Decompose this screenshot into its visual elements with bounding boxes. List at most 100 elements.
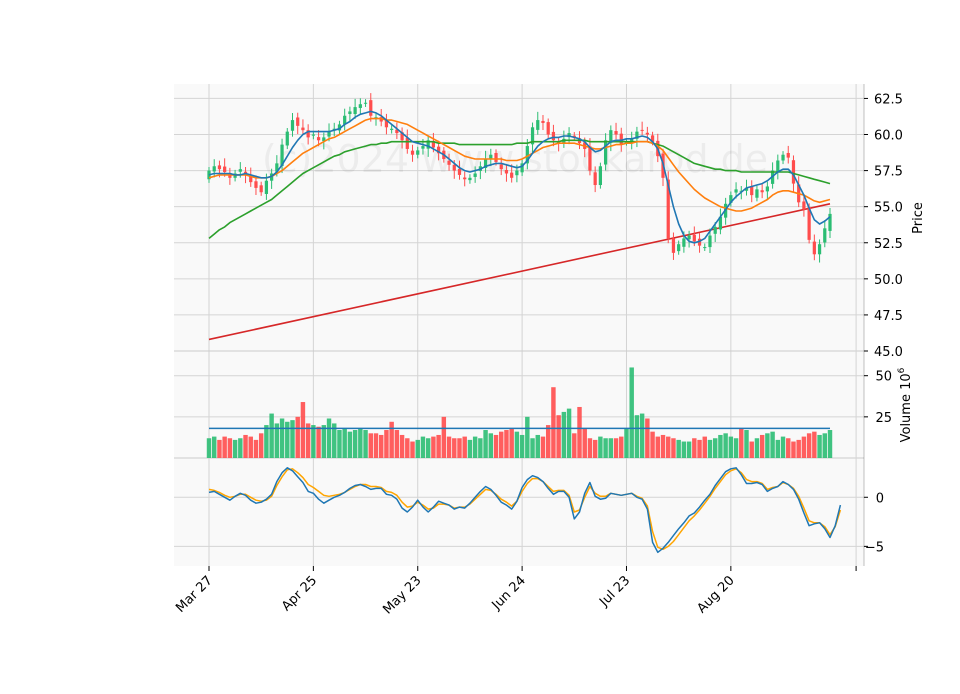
volume-bar — [566, 408, 572, 458]
volume-bar — [279, 418, 285, 458]
volume-bar — [530, 438, 535, 458]
volume-bar — [728, 436, 734, 458]
volume-bar — [692, 438, 697, 458]
x-tick-label: Mar 27 — [173, 573, 216, 616]
volume-bar — [452, 438, 457, 458]
candle-body — [614, 131, 618, 135]
volume-bar — [509, 428, 514, 458]
volume-bar — [431, 436, 436, 458]
candle-body — [358, 104, 362, 108]
candle-body — [546, 122, 550, 135]
price-tick-label: 45.0 — [874, 345, 903, 360]
candle-body — [369, 100, 373, 116]
volume-bar — [488, 433, 494, 458]
candle-body — [781, 154, 785, 161]
candle-body — [703, 247, 707, 249]
volume-bar — [217, 439, 222, 458]
candle-body — [729, 195, 733, 203]
volume-bar — [754, 438, 760, 458]
price-tick-label: 62.5 — [874, 92, 903, 107]
volume-bar — [305, 423, 311, 458]
candle-body — [812, 241, 816, 255]
candle-body — [671, 238, 676, 253]
volume-bar — [337, 430, 342, 458]
volume-bar — [645, 418, 650, 458]
volume-bar — [285, 421, 290, 458]
candle-body — [692, 234, 696, 242]
candle-body — [750, 186, 754, 196]
volume-bar — [796, 439, 801, 458]
candle-body — [677, 244, 681, 252]
volume-bar — [316, 426, 321, 458]
ma-short-line — [208, 110, 831, 244]
volume-bar — [504, 430, 509, 458]
volume-bar — [624, 428, 629, 458]
volume-bar — [556, 415, 561, 458]
volume-bar — [718, 434, 723, 458]
price-tick-label: 50.0 — [874, 273, 903, 288]
ma-200-line — [208, 203, 831, 341]
volume-bar — [206, 438, 212, 458]
volume-bar — [786, 438, 791, 458]
volume-bar — [264, 425, 269, 458]
volume-bar — [436, 434, 441, 458]
candle-body — [530, 127, 535, 145]
volume-bar — [676, 439, 681, 458]
candle-body — [510, 172, 514, 178]
volume-bar — [274, 423, 280, 458]
volume-bar — [295, 416, 300, 458]
candle-body — [541, 120, 545, 123]
candle-body — [525, 146, 529, 164]
candle-body — [290, 120, 295, 131]
volume-bar — [535, 434, 540, 458]
volume-bar — [545, 425, 551, 458]
candle-body — [609, 130, 613, 143]
volume-bar — [639, 413, 645, 458]
volume-bar — [472, 436, 478, 458]
candle-body — [311, 134, 315, 136]
candle-body — [483, 159, 488, 168]
volume-bar — [749, 441, 754, 458]
price-axis-label: Price — [911, 202, 926, 234]
volume-bar — [827, 430, 833, 458]
volume-bar — [493, 434, 499, 458]
candle-body — [296, 117, 300, 126]
candle-body — [223, 166, 227, 173]
candle-body — [802, 201, 806, 210]
candle-body — [421, 146, 425, 149]
candle-body — [463, 177, 467, 180]
volume-bar — [212, 436, 217, 458]
volume-bar — [759, 434, 765, 458]
volume-bar — [269, 413, 274, 458]
price-tick-label: 55.0 — [874, 201, 903, 216]
candle-body — [791, 160, 796, 184]
volume-bar — [697, 439, 702, 458]
candle-body — [468, 177, 472, 181]
volume-bar — [592, 439, 598, 458]
volume-bar — [326, 418, 332, 458]
candle-body — [687, 235, 691, 240]
volume-bar — [817, 434, 822, 458]
candle-body — [416, 150, 420, 155]
volume-bar — [806, 433, 812, 458]
volume-bar — [358, 428, 363, 458]
volume-bar — [462, 436, 467, 458]
candle-body — [786, 152, 790, 158]
ma-long-line — [208, 139, 831, 240]
candle-body — [254, 181, 258, 188]
candle-body — [400, 132, 404, 141]
candle-body — [410, 150, 415, 155]
volume-bar — [514, 431, 520, 458]
volume-bar — [253, 439, 259, 458]
volume-axis-label-text: Volume 10 — [899, 373, 914, 442]
candle-body — [640, 129, 644, 131]
candle-body — [353, 107, 357, 115]
volume-bar — [519, 434, 525, 458]
candle-body — [275, 163, 279, 172]
volume-tick-label: 25 — [875, 411, 892, 426]
volume-bar — [598, 436, 603, 458]
volume-bar — [619, 436, 624, 458]
candle-body — [619, 133, 623, 145]
candle-body — [645, 132, 649, 135]
candle-body — [635, 131, 639, 139]
